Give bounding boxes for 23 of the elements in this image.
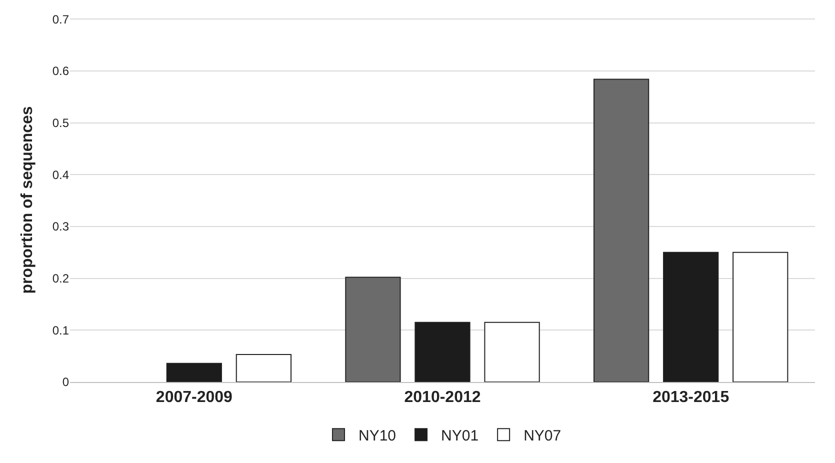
y-tick-label: 0.2 [52,272,70,286]
bar [345,276,401,382]
x-tick-label: 2013-2015 [652,389,730,406]
y-tick-label: 0.3 [52,220,70,234]
bar [593,78,650,382]
bar [236,354,292,382]
y-axis-title: proportion of sequences [19,106,36,294]
bar [732,252,788,382]
bar [663,252,719,382]
bar [414,322,470,382]
y-tick-label: 0.4 [52,168,70,182]
bar [166,362,222,382]
y-tick-label: 0 [62,375,70,390]
y-tick-label: 0.1 [52,323,70,338]
y-tick-label: 0.6 [52,64,70,78]
legend-label: NY07 [524,428,562,444]
x-tick-label: 2007-2009 [156,389,233,406]
legend-label: NY01 [441,428,479,444]
x-tick-label: 2010-2012 [404,389,481,406]
legend-label: NY10 [358,428,396,444]
y-tick-label: 0.5 [52,116,70,130]
bar [484,322,540,382]
y-tick-label: 0.7 [52,12,70,26]
